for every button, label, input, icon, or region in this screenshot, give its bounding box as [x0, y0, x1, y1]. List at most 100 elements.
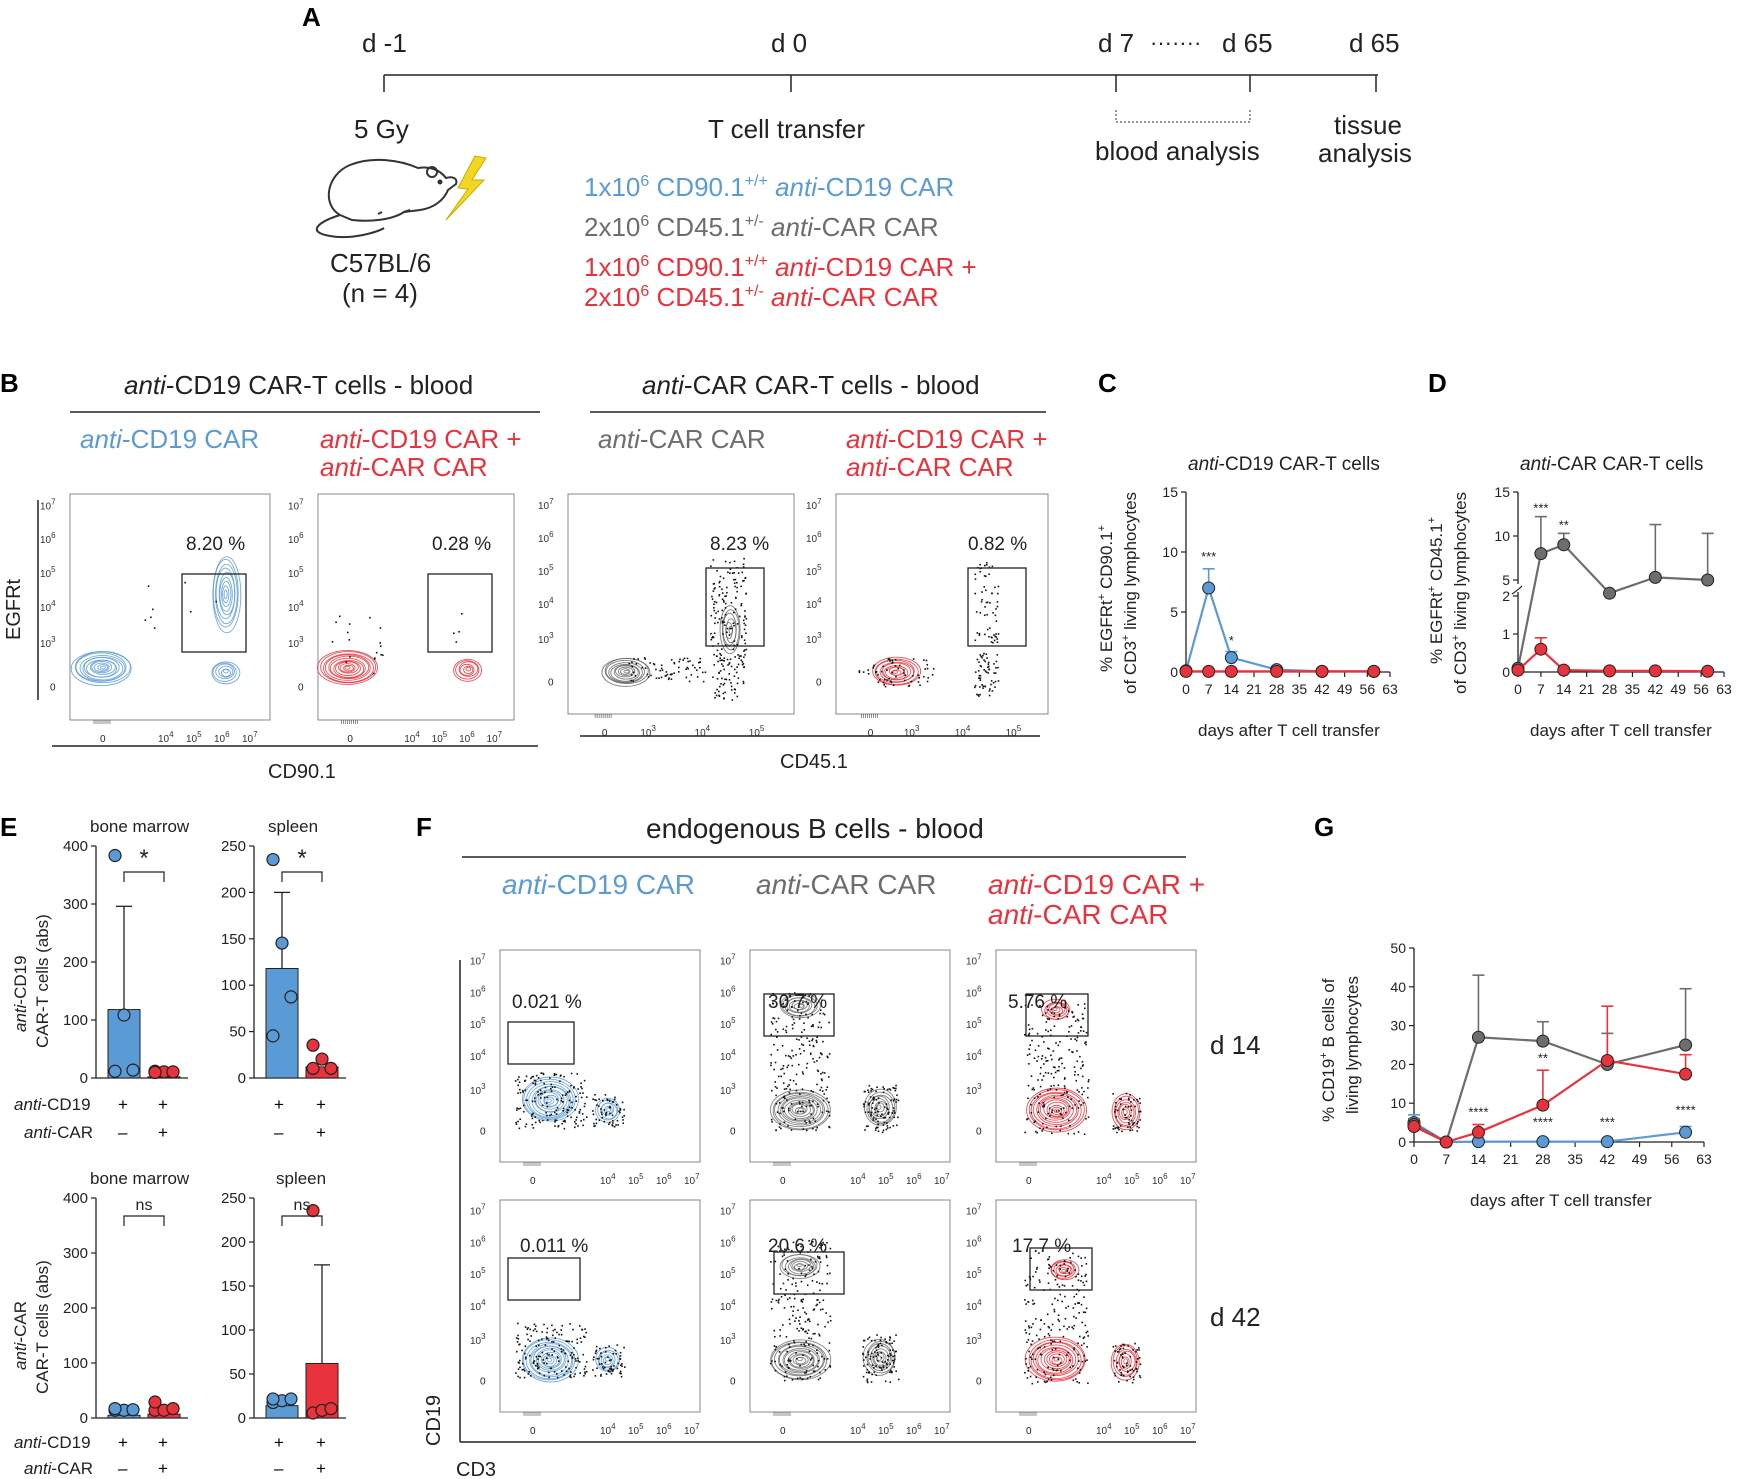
event-dot — [1138, 1349, 1140, 1351]
event-dot — [866, 1380, 868, 1382]
event-dot — [777, 1300, 780, 1302]
event-dot — [1053, 1308, 1056, 1311]
event-dot — [867, 672, 870, 675]
event-dot — [800, 1036, 803, 1038]
x-tick-label: 105 — [878, 1422, 894, 1437]
event-dot — [1120, 1371, 1123, 1374]
x-tick-label: 0 — [1026, 1426, 1032, 1437]
event-dot — [1130, 1119, 1133, 1122]
y-tick-label: 50 — [229, 1366, 246, 1383]
event-dot — [976, 632, 979, 634]
timepoint-dots: ······· — [1150, 30, 1201, 55]
event-dot — [714, 617, 716, 619]
significance-mark: ** — [1538, 1050, 1548, 1065]
event-dot — [695, 669, 698, 672]
event-dot — [619, 1111, 621, 1114]
event-dot — [1117, 1350, 1120, 1353]
event-dot — [804, 1320, 807, 1323]
event-dot — [594, 1375, 597, 1377]
event-dot — [886, 1354, 889, 1357]
event-dot — [887, 1108, 889, 1111]
event-dot — [918, 677, 921, 679]
y-tick-label: 0 — [1502, 664, 1510, 680]
event-dot — [1073, 1315, 1075, 1318]
event-dot — [543, 1323, 545, 1326]
event-dot — [658, 677, 660, 679]
event-dot — [1025, 1303, 1027, 1305]
event-dot — [1048, 1256, 1051, 1258]
contour-line — [623, 669, 630, 674]
event-dot — [802, 996, 805, 998]
event-dot — [976, 693, 978, 696]
event-dot — [871, 1373, 873, 1376]
event-dot — [806, 1332, 809, 1335]
event-dot — [1033, 1057, 1036, 1060]
event-dot — [817, 1270, 820, 1273]
event-dot — [579, 1337, 582, 1340]
event-dot — [553, 1073, 556, 1075]
event-dot — [571, 1356, 574, 1358]
event-dot — [1047, 1378, 1050, 1380]
event-dot — [795, 1073, 798, 1076]
event-dot — [820, 1355, 823, 1358]
panel-letter-e: E — [0, 812, 17, 842]
event-dot — [720, 648, 723, 650]
event-dot — [1080, 1026, 1083, 1029]
event-dot — [985, 562, 988, 564]
event-dot — [895, 1334, 897, 1336]
event-dot — [730, 665, 733, 668]
event-dot — [883, 683, 885, 686]
event-dot — [1050, 1012, 1053, 1014]
event-dot — [744, 624, 747, 627]
event-dot — [609, 1112, 611, 1115]
event-dot — [978, 674, 981, 677]
event-dot — [348, 623, 351, 625]
event-dot — [1128, 1098, 1130, 1101]
event-dot — [1120, 1374, 1123, 1376]
event-dot — [886, 1366, 888, 1369]
event-dot — [630, 679, 633, 682]
group-blue-line: 1x106 CD90.1+/+ anti-CD19 CAR — [584, 172, 954, 202]
event-dot — [823, 1093, 826, 1095]
event-dot — [548, 1376, 550, 1379]
event-dot — [819, 1246, 821, 1249]
event-dot — [724, 624, 726, 627]
event-dot — [1074, 1070, 1077, 1073]
event-dot — [1122, 1365, 1124, 1368]
contour-line — [876, 1104, 882, 1110]
event-dot — [809, 1104, 811, 1107]
event-dot — [712, 559, 715, 561]
event-dot — [782, 1065, 785, 1067]
event-dot — [537, 1367, 540, 1369]
event-dot — [736, 586, 738, 589]
event-dot — [594, 1124, 596, 1127]
event-dot — [826, 1264, 829, 1267]
event-dot — [531, 1113, 533, 1116]
event-dot — [744, 653, 746, 656]
event-dot — [524, 1326, 527, 1328]
event-dot — [660, 667, 663, 670]
event-dot — [880, 1356, 883, 1359]
event-dot — [576, 1342, 579, 1344]
event-dot — [885, 1341, 887, 1343]
event-dot — [770, 1062, 772, 1064]
event-dot — [528, 1371, 530, 1373]
event-dot — [1073, 1066, 1076, 1068]
event-dot — [738, 615, 741, 618]
event-dot — [821, 1090, 824, 1092]
event-dot — [711, 598, 714, 600]
event-dot — [872, 667, 874, 669]
event-dot — [996, 654, 999, 656]
event-dot — [892, 1125, 895, 1127]
event-dot — [773, 1329, 776, 1332]
event-dot — [1055, 1089, 1058, 1091]
event-dot — [892, 1359, 894, 1362]
event-dot — [602, 1367, 605, 1370]
event-dot — [808, 1240, 810, 1242]
event-dot — [870, 1090, 872, 1092]
contour-line — [1122, 1108, 1128, 1116]
y-tick-label: 107 — [40, 497, 56, 512]
contour-line — [91, 660, 113, 674]
contour-line — [1050, 1259, 1080, 1281]
event-dot — [632, 671, 635, 674]
